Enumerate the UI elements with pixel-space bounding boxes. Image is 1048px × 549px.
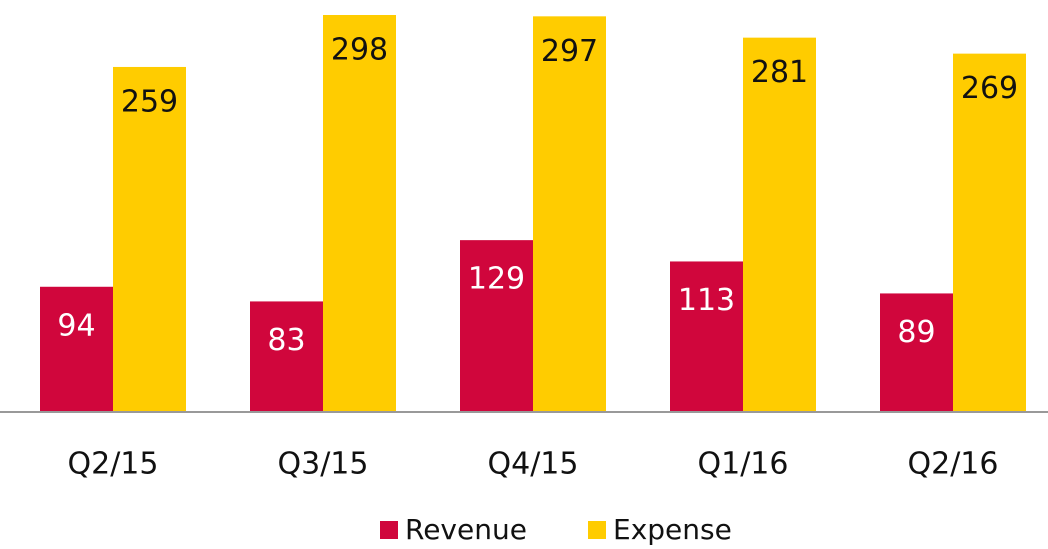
x-tick-label: Q3/15 — [278, 447, 369, 482]
value-label: 281 — [751, 55, 808, 90]
bar — [460, 240, 533, 412]
x-tick-label: Q1/16 — [698, 447, 789, 482]
value-label: 94 — [57, 308, 95, 343]
x-tick-label: Q2/16 — [908, 447, 999, 482]
bar — [113, 66, 186, 413]
legend-swatch — [588, 521, 606, 539]
bar — [880, 293, 953, 412]
bar — [323, 15, 396, 412]
value-label: 269 — [961, 71, 1018, 106]
bar — [953, 53, 1026, 413]
x-tick-label: Q2/15 — [68, 447, 159, 482]
value-label: 297 — [541, 34, 598, 69]
value-label: 259 — [121, 84, 178, 119]
value-label: 129 — [468, 262, 525, 297]
x-tick-label: Q4/15 — [488, 447, 579, 482]
legend-label: Expense — [613, 513, 732, 546]
value-label: 83 — [267, 323, 305, 358]
legend-swatch — [380, 521, 398, 539]
value-label: 89 — [897, 315, 935, 350]
bar — [533, 16, 606, 412]
value-label: 113 — [678, 283, 735, 318]
bar — [250, 301, 323, 412]
legend-label: Revenue — [405, 513, 527, 546]
value-label: 298 — [331, 33, 388, 68]
bar — [670, 261, 743, 412]
bar — [743, 37, 816, 413]
bar — [40, 286, 113, 412]
